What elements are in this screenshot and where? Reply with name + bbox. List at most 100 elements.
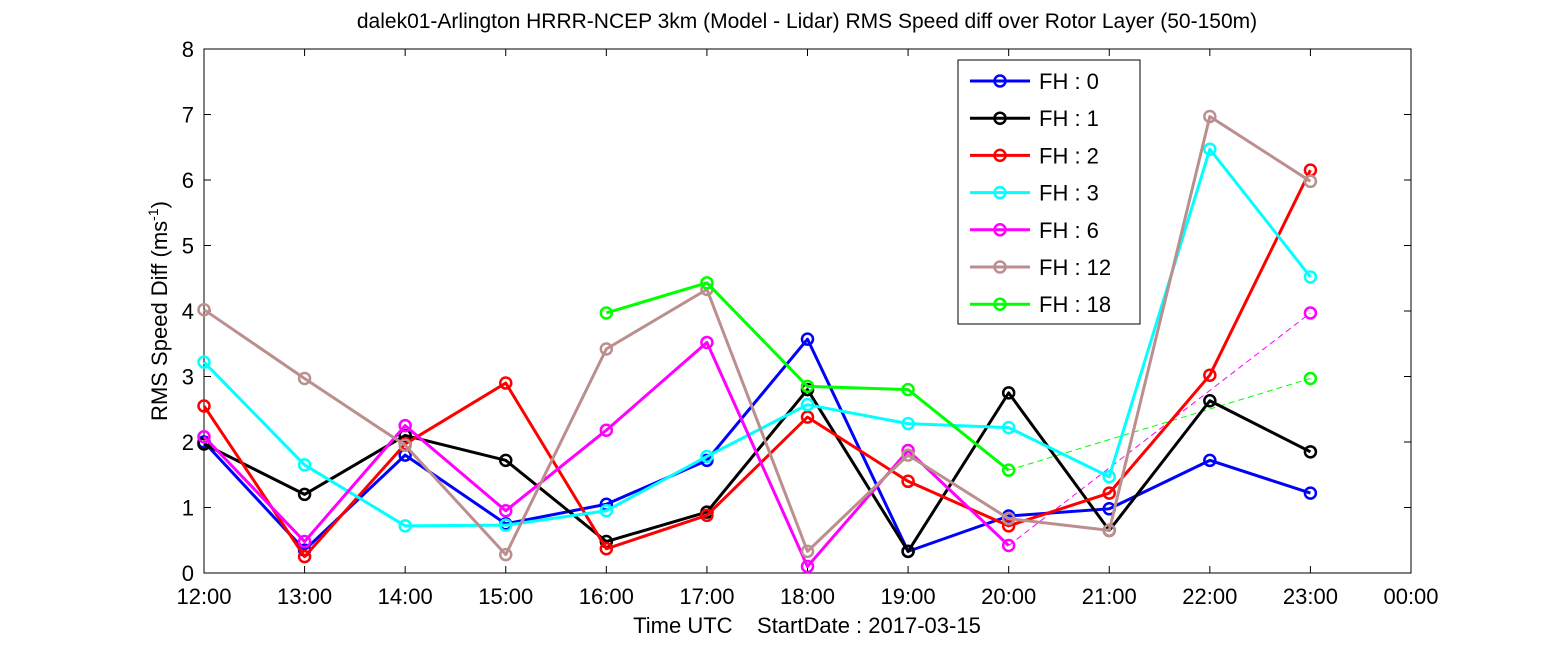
- x-tick-label: 19:00: [881, 584, 936, 609]
- y-axis-label-main: RMS Speed Diff (ms: [147, 221, 172, 421]
- x-tick-label: 16:00: [579, 584, 634, 609]
- data-point: [1102, 486, 1116, 500]
- data-point: [800, 410, 815, 424]
- y-axis-label-close: ): [147, 201, 172, 208]
- series-lines: [197, 109, 1318, 574]
- legend-entry: FH : 18: [970, 292, 1111, 317]
- x-tick-label: 13:00: [277, 584, 332, 609]
- legend-label: FH : 3: [1039, 181, 1099, 206]
- legend-marker: [993, 148, 1007, 163]
- legend-label: FH : 1: [1039, 106, 1099, 131]
- data-point: [901, 448, 915, 462]
- y-tick-label: 8: [182, 37, 194, 62]
- x-tick-label: 20:00: [981, 584, 1036, 609]
- data-point: [1203, 109, 1217, 124]
- x-tick-label: 22:00: [1182, 584, 1237, 609]
- series-line: [202, 169, 1312, 559]
- data-point: [599, 542, 614, 556]
- data-point: [800, 544, 815, 559]
- dashed-connectors: [1008, 312, 1311, 546]
- chart-title: dalek01-Arlington HRRR-NCEP 3km (Model -…: [357, 10, 1257, 33]
- y-tick-label: 0: [182, 561, 194, 586]
- series-fh-18: [599, 276, 1318, 477]
- data-point: [901, 416, 915, 431]
- data-point: [800, 397, 815, 412]
- data-point: [1001, 463, 1016, 477]
- y-axis: 0 1 2 3 4 5 6 7 8: [182, 37, 1411, 586]
- legend-marker: [993, 111, 1007, 125]
- data-point: [1001, 386, 1016, 400]
- legend-entry: FH : 0: [970, 69, 1099, 94]
- series-line: [203, 114, 1312, 557]
- data-point: [700, 276, 714, 290]
- data-point: [599, 306, 614, 320]
- data-point: [901, 382, 915, 397]
- x-tick-label: 15:00: [478, 584, 533, 609]
- series-fh-12: [197, 109, 1318, 562]
- data-point: [800, 559, 815, 574]
- x-tick-label: 21:00: [1082, 584, 1137, 609]
- data-point: [1102, 469, 1116, 484]
- series-fh-3: [197, 142, 1318, 533]
- legend-entry: FH : 12: [970, 255, 1111, 280]
- data-point: [1001, 511, 1016, 526]
- data-point: [1303, 486, 1318, 500]
- data-point: [297, 458, 312, 472]
- legend-marker: [993, 185, 1007, 200]
- y-axis-label-superscript: -1: [145, 208, 161, 221]
- data-point: [700, 335, 714, 350]
- data-point: [398, 519, 412, 533]
- data-point: [297, 549, 312, 564]
- data-point: [700, 508, 714, 523]
- y-tick-label: 3: [182, 365, 194, 390]
- data-point: [1303, 270, 1318, 284]
- x-tick-label: 12:00: [176, 584, 231, 609]
- legend-entry: FH : 3: [970, 181, 1099, 206]
- x-tick-label: 14:00: [378, 584, 433, 609]
- data-point: [1203, 142, 1217, 156]
- legend-entry: FH : 2: [970, 143, 1099, 168]
- series-line: [202, 337, 1311, 553]
- legend-label: FH : 2: [1039, 143, 1099, 168]
- data-point: [398, 438, 412, 453]
- y-tick-label: 1: [182, 496, 194, 521]
- x-tick-label: 17:00: [679, 584, 734, 609]
- data-point: [197, 302, 211, 317]
- x-tick-label: 18:00: [780, 584, 835, 609]
- data-point: [297, 534, 312, 549]
- y-tick-label: 2: [182, 430, 194, 455]
- y-axis-label: RMS Speed Diff (ms-1): [145, 201, 172, 421]
- dashed-connector: [1008, 312, 1311, 546]
- legend-label: FH : 18: [1039, 292, 1111, 317]
- data-point: [398, 418, 412, 433]
- data-point: [197, 355, 211, 369]
- x-tick-label: 00:00: [1383, 584, 1438, 609]
- data-point: [800, 332, 815, 346]
- data-point: [297, 487, 312, 502]
- series-line: [203, 388, 1312, 553]
- data-point: [197, 399, 211, 413]
- legend-entries: FH : 0 FH : 1 FH : 2 FH : 3 FH : 6 FH : 12 FH …: [970, 69, 1111, 317]
- data-point: [901, 544, 915, 559]
- data-point: [700, 449, 714, 464]
- series-line: [202, 147, 1312, 528]
- data-point: [499, 504, 513, 518]
- y-tick-label: 4: [182, 299, 194, 324]
- data-point: [499, 376, 513, 390]
- legend-marker: [993, 260, 1007, 274]
- legend-label: FH : 12: [1039, 255, 1111, 280]
- y-tick-label: 5: [182, 234, 194, 259]
- data-point: [1001, 519, 1016, 533]
- legend-entry: FH : 1: [970, 106, 1099, 131]
- data-point: [1203, 393, 1217, 408]
- data-point: [1001, 538, 1016, 553]
- data-point: [800, 379, 815, 394]
- data-point: [1203, 368, 1217, 382]
- data-point: [599, 423, 614, 437]
- legend-entry: FH : 6: [970, 218, 1099, 243]
- data-point: [197, 430, 211, 444]
- data-point: [1303, 174, 1318, 189]
- data-point: [499, 518, 513, 532]
- data-point: [499, 547, 513, 562]
